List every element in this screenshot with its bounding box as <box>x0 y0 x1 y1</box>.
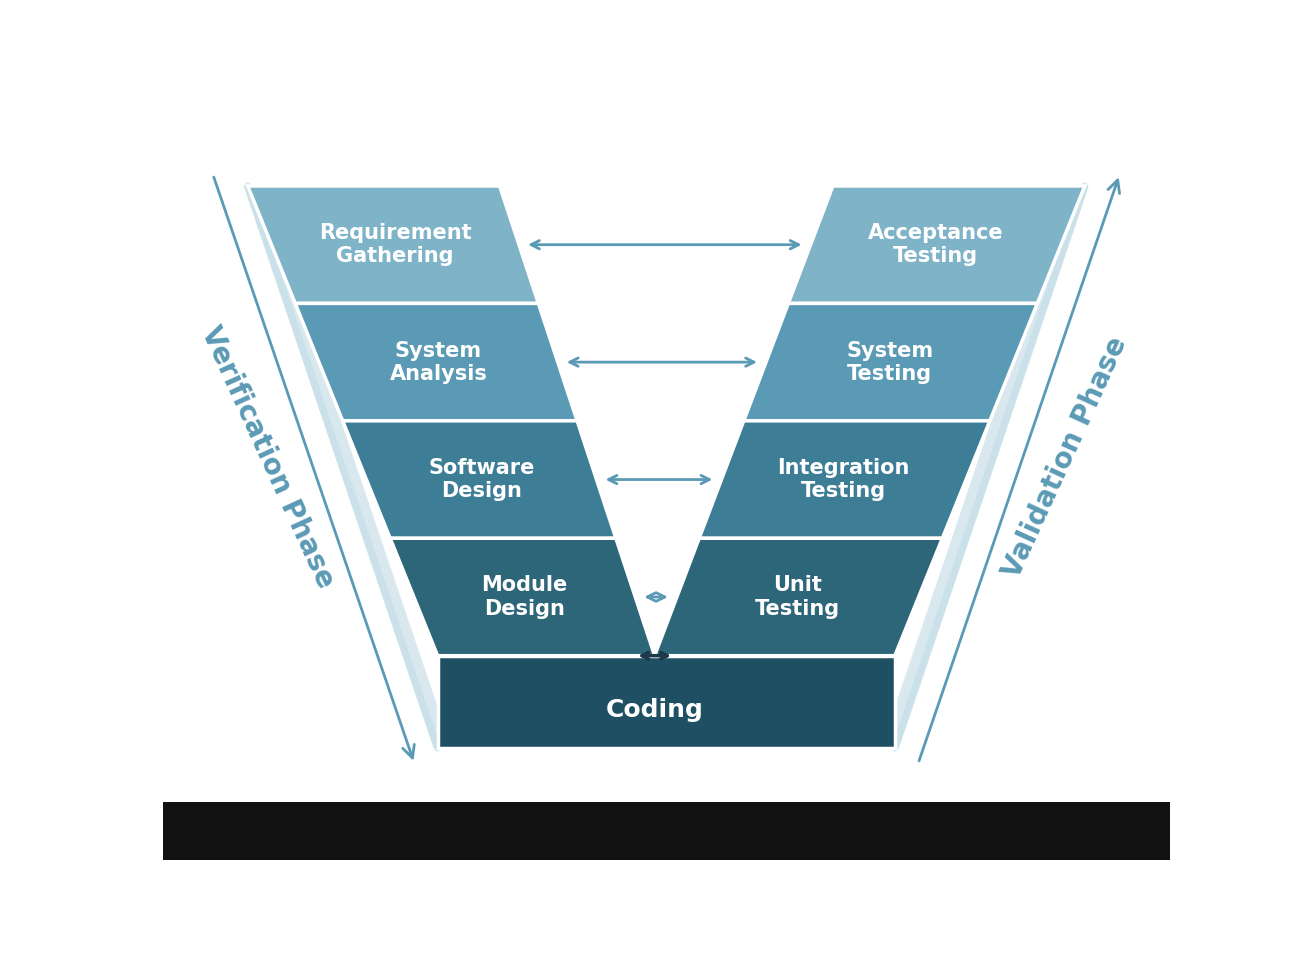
Text: Coding: Coding <box>606 697 703 722</box>
Polygon shape <box>243 186 451 748</box>
Text: Unit
Testing: Unit Testing <box>755 576 840 618</box>
Text: Software
Design: Software Design <box>428 458 534 501</box>
Text: Verification Phase: Verification Phase <box>195 322 339 593</box>
Polygon shape <box>881 186 1089 748</box>
Text: System
Analysis: System Analysis <box>390 341 488 384</box>
Polygon shape <box>248 186 538 303</box>
Text: Validation Phase: Validation Phase <box>998 332 1132 582</box>
Text: Acceptance
Testing: Acceptance Testing <box>868 223 1004 267</box>
Text: System
Testing: System Testing <box>846 341 933 384</box>
Polygon shape <box>295 303 577 421</box>
Polygon shape <box>438 656 894 748</box>
Polygon shape <box>744 303 1037 421</box>
Polygon shape <box>162 802 1170 860</box>
Text: Integration
Testing: Integration Testing <box>777 458 910 501</box>
Text: Requirement
Gathering: Requirement Gathering <box>318 223 472 267</box>
Polygon shape <box>343 421 616 538</box>
Polygon shape <box>390 538 655 656</box>
Polygon shape <box>655 538 942 656</box>
Polygon shape <box>788 186 1084 303</box>
Polygon shape <box>699 421 989 538</box>
Text: Module
Design: Module Design <box>481 576 568 618</box>
